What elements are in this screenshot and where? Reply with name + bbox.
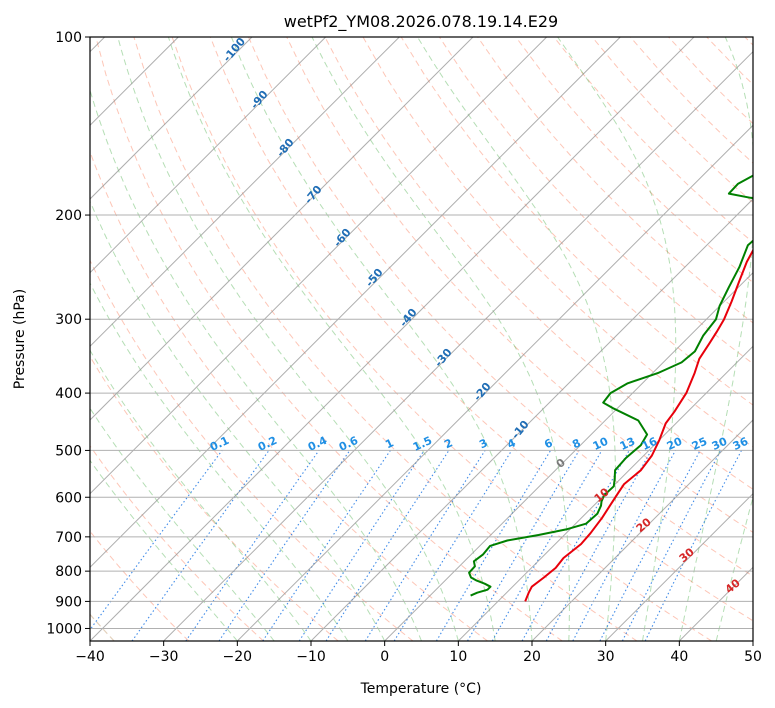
y-tick-label: 900 [55,594,82,610]
moist-adiabat [557,37,677,641]
plot-area [90,37,753,641]
dry-adiabat [90,355,339,641]
mixing-ratio-line [621,450,722,641]
mixing-ratio-label: 25 [690,435,709,453]
dry-adiabat [209,37,753,622]
dry-adiabat [171,37,712,641]
mixing-ratio-line [298,450,425,641]
mixing-ratio-label: 30 [710,435,730,453]
moist-adiabat [715,495,753,641]
mixing-ratio-line [644,450,742,641]
isotherm [531,419,753,641]
mixing-ratio-line [90,450,223,631]
mixing-ratio-label: 10 [591,435,611,453]
y-tick-label: 400 [55,386,82,402]
isotherm [90,37,253,200]
moist-adiabat [230,37,533,641]
isotherm [457,345,753,641]
x-tick-label: 10 [449,649,467,665]
dewpoint-profile [468,174,753,597]
moist-adiabat [678,37,753,641]
profile-lines [468,174,753,602]
mixing-ratio-line [218,450,351,641]
dry-adiabat [286,37,753,533]
dry-adiabat [90,444,264,641]
y-tick-label: 800 [55,564,82,580]
y-tick-label: 100 [55,30,82,46]
x-tick-label: 50 [744,649,762,665]
x-axis-label: Temperature (°C) [360,681,482,697]
y-tick-label: 300 [55,312,82,328]
moist-adiabat [90,88,422,641]
isotherm [605,492,753,641]
isotherm [90,37,548,495]
reference-lines [90,37,753,641]
moist-adiabat [90,407,275,641]
x-tick-label: −40 [75,649,105,665]
grid-lines [90,37,753,629]
moist-adiabat [90,200,386,641]
isotherm [90,37,695,641]
x-tick-label: −20 [223,649,253,665]
temperature-profile [524,248,753,602]
dry-adiabat [515,37,753,284]
y-axis: 100 200 300 400 500 600 700 800 900 1000 [46,30,90,637]
isotherm [90,37,327,274]
y-tick-label: 200 [55,208,82,224]
mixing-ratio-line [262,450,391,641]
isotherm [90,37,400,348]
mixing-ratio-label: 20 [665,435,685,453]
mixing-ratio-line [325,450,450,641]
x-tick-label: 40 [670,649,688,665]
y-tick-label: 500 [55,443,82,459]
dry-adiabat [324,37,753,490]
chart-title: wetPf2_YM08.2026.078.19.14.E29 [284,12,558,32]
y-tick-label: 700 [55,530,82,546]
mixing-ratio-line [185,450,320,641]
mixing-ratio-label: 13 [618,435,637,453]
y-tick-label: 600 [55,490,82,506]
isotherm [90,37,474,421]
x-tick-label: 30 [597,649,615,665]
x-tick-label: −10 [296,649,326,665]
plot-frame [89,36,754,642]
isotherm [310,198,753,641]
x-tick-label: 0 [380,649,389,665]
x-tick-label: 20 [523,649,541,665]
mixing-ratio-line [521,450,630,641]
isotherm [384,271,753,641]
isotherm [90,37,621,569]
dry-adiabat [95,37,563,641]
x-axis: −40 −30 −20 −10 0 10 20 30 40 50 [75,641,762,665]
dry-adiabat [133,37,638,641]
mixing-ratio-line [393,450,513,641]
moist-adiabat [417,37,617,641]
isotherm [752,640,753,641]
moist-adiabat [311,37,570,641]
isotherm [236,124,753,641]
moist-adiabat [90,459,238,641]
y-tick-label: 1000 [46,621,82,637]
mixing-ratio-line [545,450,652,641]
mixing-ratio-label: 16 [640,435,660,453]
y-axis-label: Pressure (hPa) [12,289,28,389]
moist-adiabat [167,37,496,641]
isotherm [163,50,753,641]
mixing-ratio-line [572,450,676,641]
dry-adiabat [90,259,414,641]
x-tick-label: −30 [149,649,179,665]
moist-adiabat [90,282,349,641]
mixing-ratio-label: 36 [731,435,751,453]
moist-adiabat [752,639,753,641]
